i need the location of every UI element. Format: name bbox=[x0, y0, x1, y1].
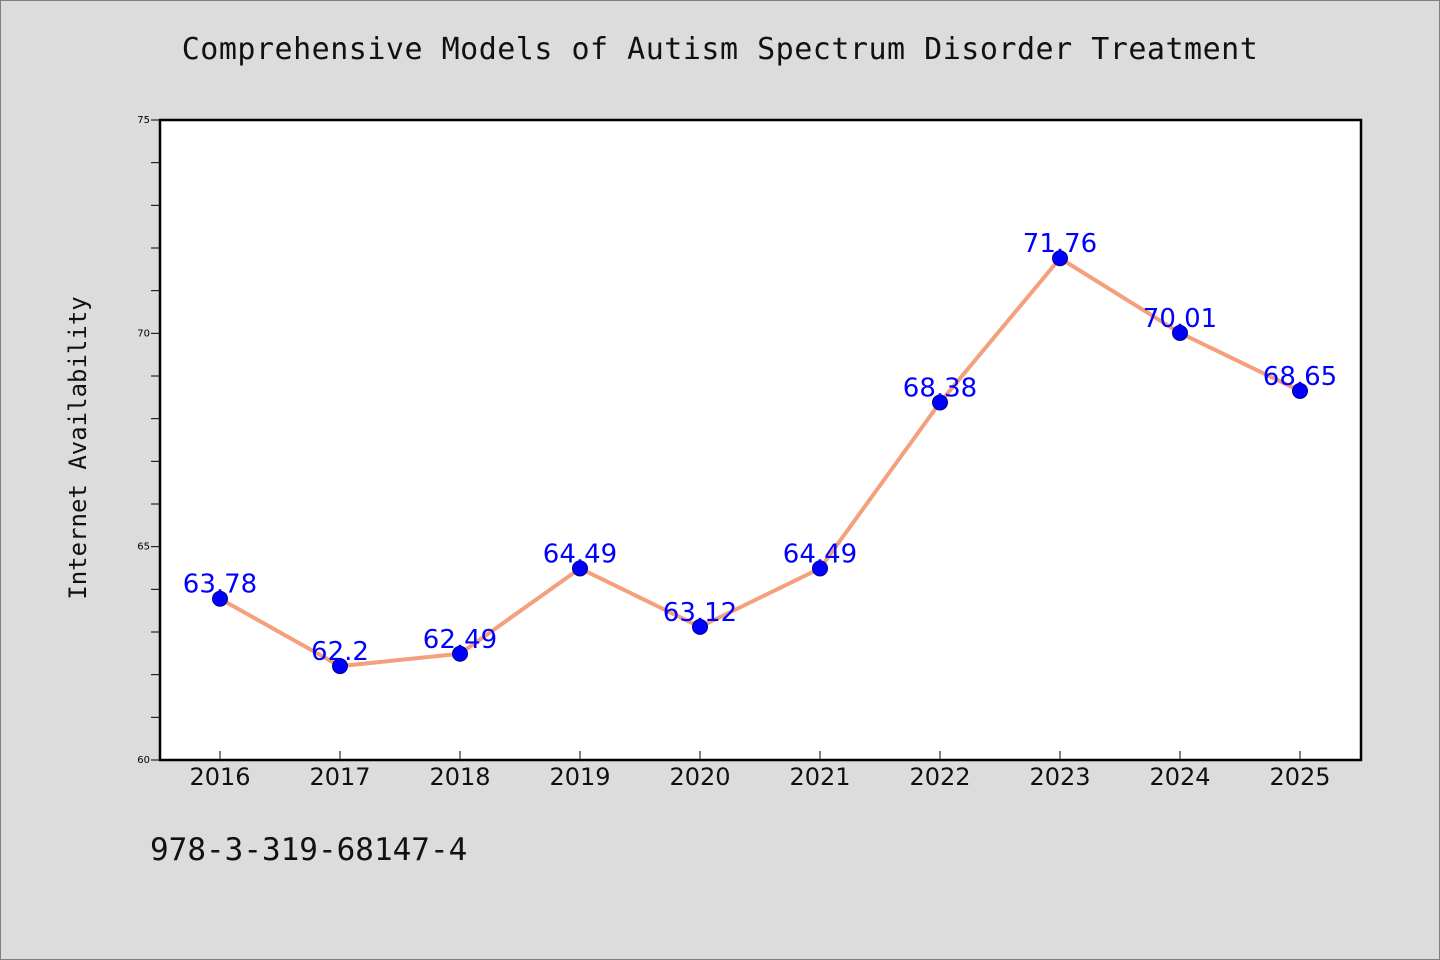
data-label: 63.78 bbox=[183, 570, 257, 600]
data-point bbox=[1172, 324, 1188, 341]
x-tick-label: 2019 bbox=[549, 763, 610, 791]
plot-border bbox=[158, 118, 1363, 762]
data-label: 62.2 bbox=[311, 637, 369, 667]
data-labels: 63.78 62.2 62.49 64.49 63.12 64.49 68.38 71.76 7… bbox=[183, 229, 1337, 667]
series-line bbox=[218, 256, 1302, 669]
y-axis: 60 65 70 75 bbox=[137, 115, 160, 766]
y-axis-label: Internet Availability bbox=[64, 296, 92, 599]
x-tick-label: 2017 bbox=[309, 763, 370, 791]
data-point bbox=[572, 560, 588, 577]
data-point bbox=[932, 394, 948, 411]
data-point bbox=[1292, 382, 1308, 399]
series-line-group bbox=[218, 256, 1302, 669]
plot-area bbox=[158, 118, 1363, 762]
x-tick-label: 2020 bbox=[669, 763, 730, 791]
y-tick-label: 70 bbox=[137, 328, 150, 339]
data-label: 68.38 bbox=[903, 373, 977, 403]
data-point bbox=[332, 658, 348, 675]
y-tick-label: 65 bbox=[137, 542, 150, 553]
data-label: 70.01 bbox=[1143, 304, 1217, 334]
x-tick-label: 2022 bbox=[909, 763, 970, 791]
y-tick-label: 75 bbox=[137, 115, 150, 126]
y-tick-label: 60 bbox=[137, 755, 150, 766]
chart-title: Comprehensive Models of Autism Spectrum … bbox=[181, 32, 1259, 67]
data-point bbox=[812, 560, 828, 577]
x-tick-label: 2021 bbox=[789, 763, 850, 791]
data-point bbox=[692, 618, 708, 635]
data-point bbox=[212, 590, 228, 607]
data-label: 62.49 bbox=[423, 625, 497, 655]
x-tick-label: 2025 bbox=[1269, 763, 1330, 791]
x-tick-label: 2023 bbox=[1029, 763, 1090, 791]
data-point bbox=[1052, 250, 1068, 267]
footer-identifier: 978-3-319-68147-4 bbox=[150, 832, 468, 868]
series-markers bbox=[212, 250, 1308, 675]
data-label: 64.49 bbox=[783, 539, 857, 569]
data-label: 64.49 bbox=[543, 539, 617, 569]
x-axis: 2016 2017 2018 2019 2020 2021 2022 2023 2024 2025 bbox=[189, 751, 1331, 791]
x-tick-label: 2024 bbox=[1149, 763, 1210, 791]
x-tick-label: 2016 bbox=[189, 763, 250, 791]
data-label: 63.12 bbox=[663, 598, 737, 628]
data-label: 68.65 bbox=[1263, 362, 1337, 392]
x-tick-label: 2018 bbox=[429, 763, 490, 791]
data-point bbox=[452, 645, 468, 662]
data-label: 71.76 bbox=[1023, 229, 1097, 259]
